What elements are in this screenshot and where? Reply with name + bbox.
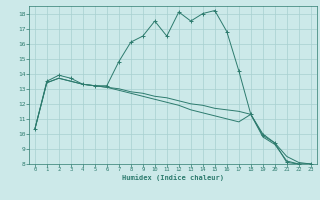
X-axis label: Humidex (Indice chaleur): Humidex (Indice chaleur) [122,174,224,181]
